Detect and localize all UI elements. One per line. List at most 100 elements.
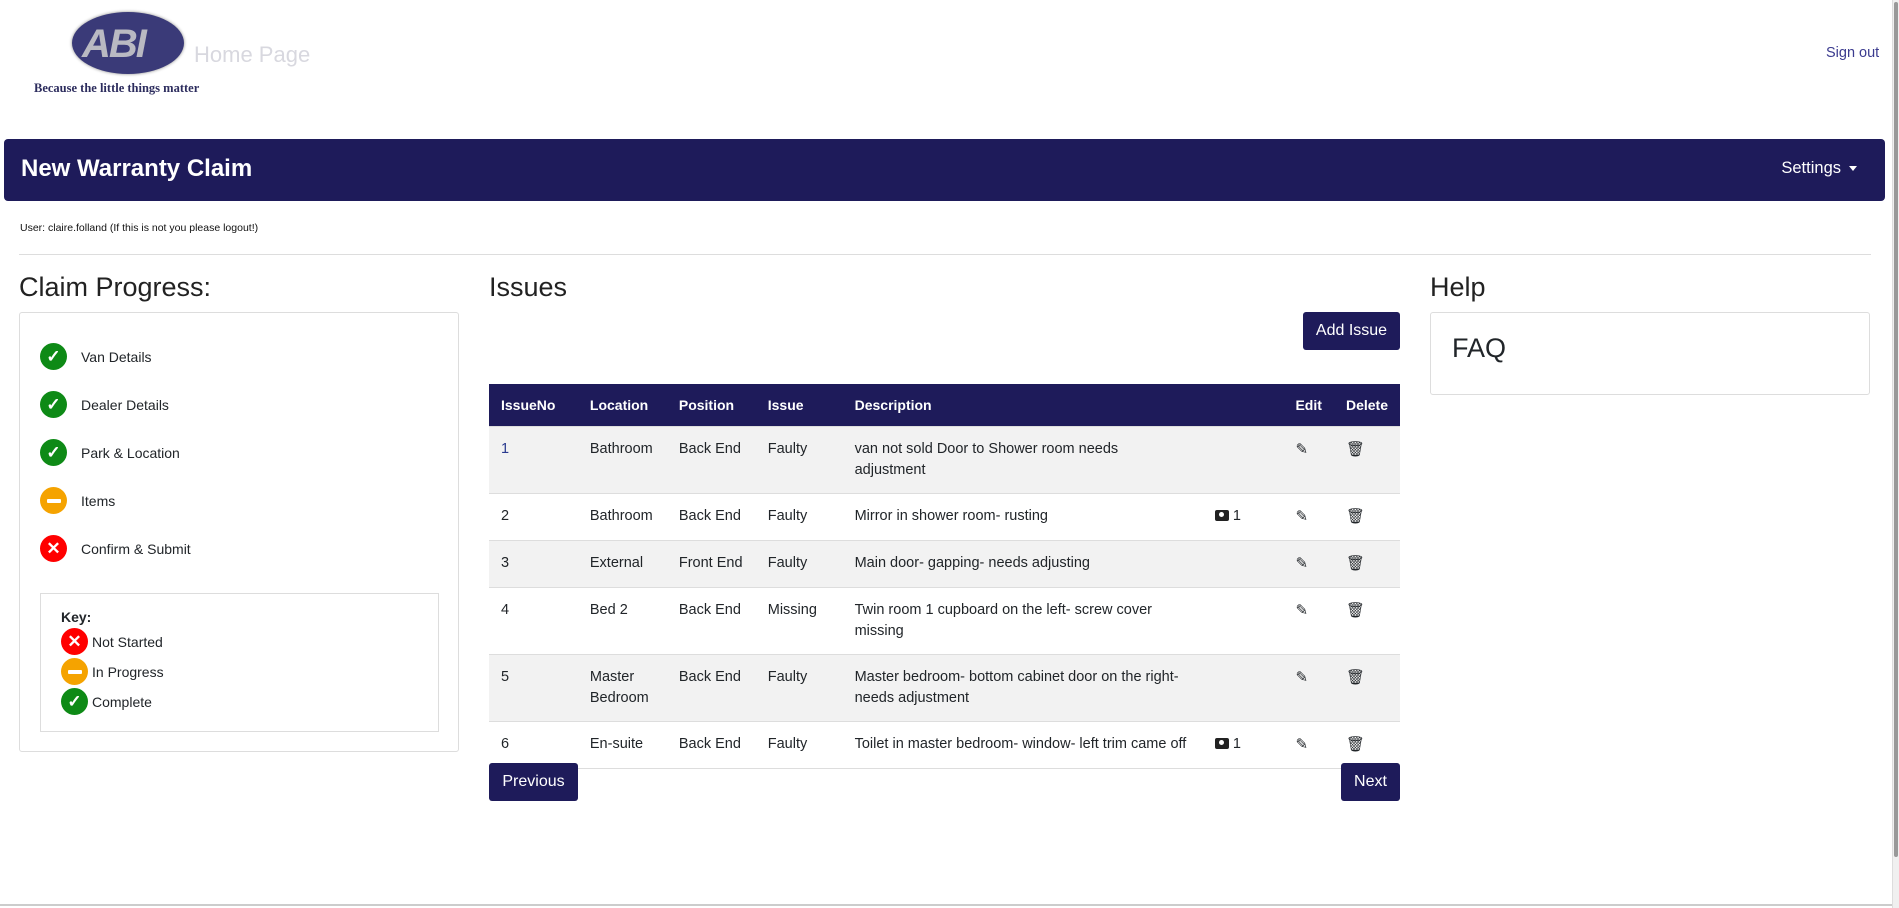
trash-icon[interactable]: 🗑 — [1345, 507, 1366, 525]
settings-dropdown[interactable]: Settings — [1781, 159, 1857, 178]
issues-table: IssueNo Location Position Issue Descript… — [489, 384, 1400, 769]
issues-heading: Issues — [489, 272, 568, 302]
pencil-icon[interactable]: ✎ — [1295, 668, 1309, 686]
trash-icon[interactable]: 🗑 — [1345, 601, 1366, 619]
cell-location: En-suite — [577, 720, 667, 769]
progress-item-van-details[interactable]: ✓ Van Details — [40, 343, 152, 370]
cell-issueno[interactable]: 5 — [489, 653, 578, 721]
col-position: Position — [666, 384, 756, 426]
cell-position: Back End — [666, 653, 756, 721]
check-icon: ✓ — [40, 439, 67, 466]
caret-down-icon — [1849, 166, 1857, 172]
logo-alt-text: Home Page — [194, 42, 311, 67]
sign-out-link[interactable]: Sign out — [1826, 45, 1880, 61]
cell-edit: ✎ — [1283, 425, 1334, 493]
cell-issue: Missing — [755, 586, 843, 654]
progress-item-confirm-submit[interactable]: ✕ Confirm & Submit — [40, 535, 191, 562]
photo-count: 1 — [1232, 507, 1241, 524]
claim-progress-panel: ✓ Van Details ✓ Dealer Details ✓ Park & Loc… — [19, 312, 459, 752]
cell-position: Back End — [666, 492, 756, 540]
col-edit: Edit — [1283, 384, 1334, 426]
col-photos — [1202, 384, 1284, 426]
cell-issue: Faulty — [755, 492, 843, 540]
cell-position: Front End — [666, 539, 756, 587]
trash-icon[interactable]: 🗑 — [1345, 554, 1366, 572]
scrollbar-thumb[interactable] — [1894, 2, 1898, 857]
cell-position: Back End — [666, 425, 756, 493]
cell-edit: ✎ — [1283, 539, 1334, 587]
cell-delete: 🗑 — [1333, 720, 1400, 769]
table-row: 3 External Front End Faulty Main door- gappi… — [489, 539, 1400, 587]
cell-delete: 🗑 — [1333, 425, 1400, 493]
progress-item-park-location[interactable]: ✓ Park & Location — [40, 439, 180, 466]
trash-icon[interactable]: 🗑 — [1345, 735, 1366, 753]
pencil-icon[interactable]: ✎ — [1295, 440, 1309, 458]
pencil-icon[interactable]: ✎ — [1295, 554, 1309, 572]
cell-edit: ✎ — [1283, 720, 1334, 769]
issue-number: 3 — [501, 554, 510, 571]
progress-item-items[interactable]: Items — [40, 487, 115, 514]
cell-photos[interactable]: 1 — [1202, 492, 1284, 540]
cell-issue: Faulty — [755, 539, 843, 587]
cell-issueno[interactable]: 4 — [489, 586, 578, 654]
table-row: 2 Bathroom Back End Faulty Mirror in shower … — [489, 492, 1400, 540]
status-key: Key: ✕ Not Started In Progress ✓ Complete — [40, 593, 439, 732]
pencil-icon[interactable]: ✎ — [1295, 735, 1309, 753]
key-label: In Progress — [92, 663, 164, 680]
issue-number: 6 — [501, 735, 510, 752]
previous-button[interactable]: Previous — [489, 763, 578, 801]
cell-delete: 🗑 — [1333, 492, 1400, 540]
key-not-started: ✕ Not Started — [61, 628, 163, 655]
key-title: Key: — [61, 609, 92, 625]
cell-description: Master bedroom- bottom cabinet door on t… — [842, 653, 1203, 721]
trash-icon[interactable]: 🗑 — [1345, 668, 1366, 686]
progress-label: Dealer Details — [81, 396, 169, 413]
faq-link[interactable]: FAQ — [1452, 333, 1507, 363]
cell-issue: Faulty — [755, 720, 843, 769]
pencil-icon[interactable]: ✎ — [1295, 601, 1309, 619]
cell-issueno[interactable]: 6 — [489, 720, 578, 769]
col-issueno: IssueNo — [489, 384, 578, 426]
cross-icon: ✕ — [61, 628, 88, 655]
progress-item-dealer-details[interactable]: ✓ Dealer Details — [40, 391, 169, 418]
cell-description: Toilet in master bedroom- window- left t… — [842, 720, 1203, 769]
key-label: Complete — [92, 693, 152, 710]
logo-text: ABI — [82, 22, 147, 66]
cell-description: Main door- gapping- needs adjusting — [842, 539, 1203, 587]
cell-description: Mirror in shower room- rusting — [842, 492, 1203, 540]
cell-photos — [1202, 653, 1284, 721]
cell-photos[interactable]: 1 — [1202, 720, 1284, 769]
col-location: Location — [577, 384, 667, 426]
cell-edit: ✎ — [1283, 586, 1334, 654]
col-delete: Delete — [1333, 384, 1400, 426]
progress-label: Park & Location — [81, 444, 180, 461]
issue-number[interactable]: 1 — [501, 440, 510, 457]
add-issue-button[interactable]: Add Issue — [1303, 312, 1400, 350]
minus-icon — [61, 658, 88, 685]
cell-edit: ✎ — [1283, 492, 1334, 540]
pencil-icon[interactable]: ✎ — [1295, 507, 1309, 525]
camera-icon[interactable] — [1214, 509, 1229, 521]
issue-number: 4 — [501, 601, 510, 618]
table-row: 4 Bed 2 Back End Missing Twin room 1 cupboar… — [489, 586, 1400, 654]
cell-delete: 🗑 — [1333, 653, 1400, 721]
key-complete: ✓ Complete — [61, 688, 152, 715]
cell-position: Back End — [666, 586, 756, 654]
logo[interactable]: ABI Home Page Because the little things … — [34, 12, 310, 100]
check-icon: ✓ — [40, 391, 67, 418]
cell-issueno[interactable]: 1 — [489, 425, 578, 493]
cell-photos — [1202, 425, 1284, 493]
camera-icon[interactable] — [1214, 737, 1229, 749]
cell-location: Bathroom — [577, 425, 667, 493]
photo-count: 1 — [1232, 735, 1241, 752]
key-in-progress: In Progress — [61, 658, 164, 685]
cell-edit: ✎ — [1283, 653, 1334, 721]
cell-issueno[interactable]: 3 — [489, 539, 578, 587]
cell-issueno[interactable]: 2 — [489, 492, 578, 540]
next-button[interactable]: Next — [1341, 763, 1400, 801]
progress-label: Items — [81, 492, 116, 509]
cell-location: Master Bedroom — [577, 653, 667, 721]
logo-tagline: Because the little things matter — [34, 81, 200, 95]
trash-icon[interactable]: 🗑 — [1345, 440, 1366, 458]
table-row: 6 En-suite Back End Faulty Toilet in master … — [489, 720, 1400, 769]
